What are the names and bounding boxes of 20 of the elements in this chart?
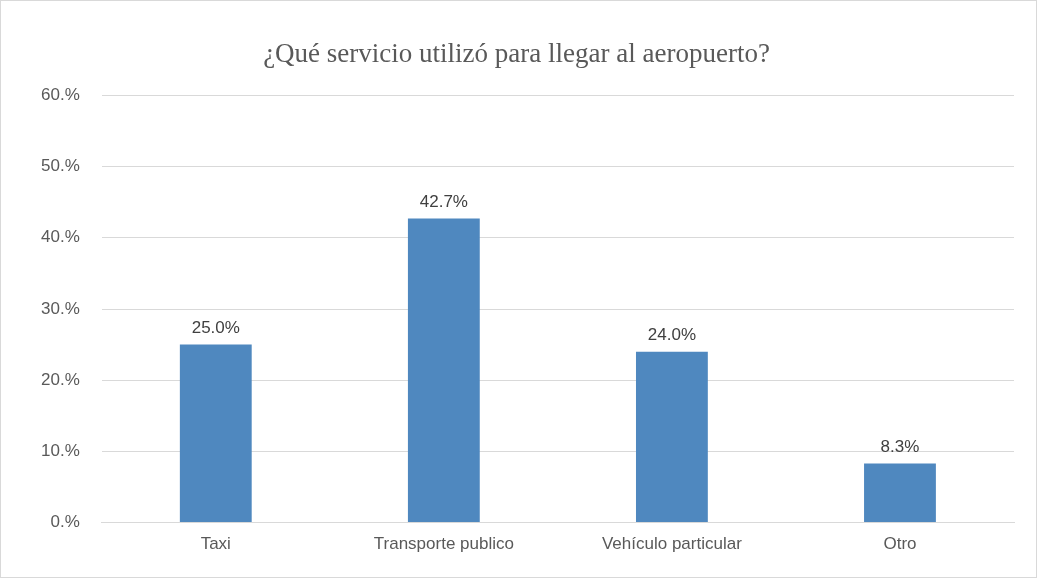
y-tick-label: 30.% [41,298,80,318]
x-tick-label: Transporte publico [373,534,514,554]
y-tick-label: 60.% [41,85,80,105]
data-label: 24.0% [647,324,697,344]
y-tick-label: 40.% [41,227,80,247]
y-tick-label: 10.% [41,441,80,461]
bar [635,351,708,523]
bar [864,463,936,523]
y-tick-label: 0.% [50,512,80,532]
data-label: 42.7% [419,191,468,211]
chart-title: ¿Qué servicio utilizó para llegar al aeropuerto? [263,38,770,69]
bar [179,344,252,523]
data-label: 25.0% [191,317,240,337]
x-tick-label: Taxi [200,534,231,554]
y-tick-label: 50.% [41,156,80,176]
data-label: 8.3% [880,436,920,456]
bar [407,218,480,523]
x-tick-label: Vehículo particular [601,534,743,554]
x-tick-label: Otro [883,534,917,554]
y-tick-label: 20.% [41,369,80,389]
